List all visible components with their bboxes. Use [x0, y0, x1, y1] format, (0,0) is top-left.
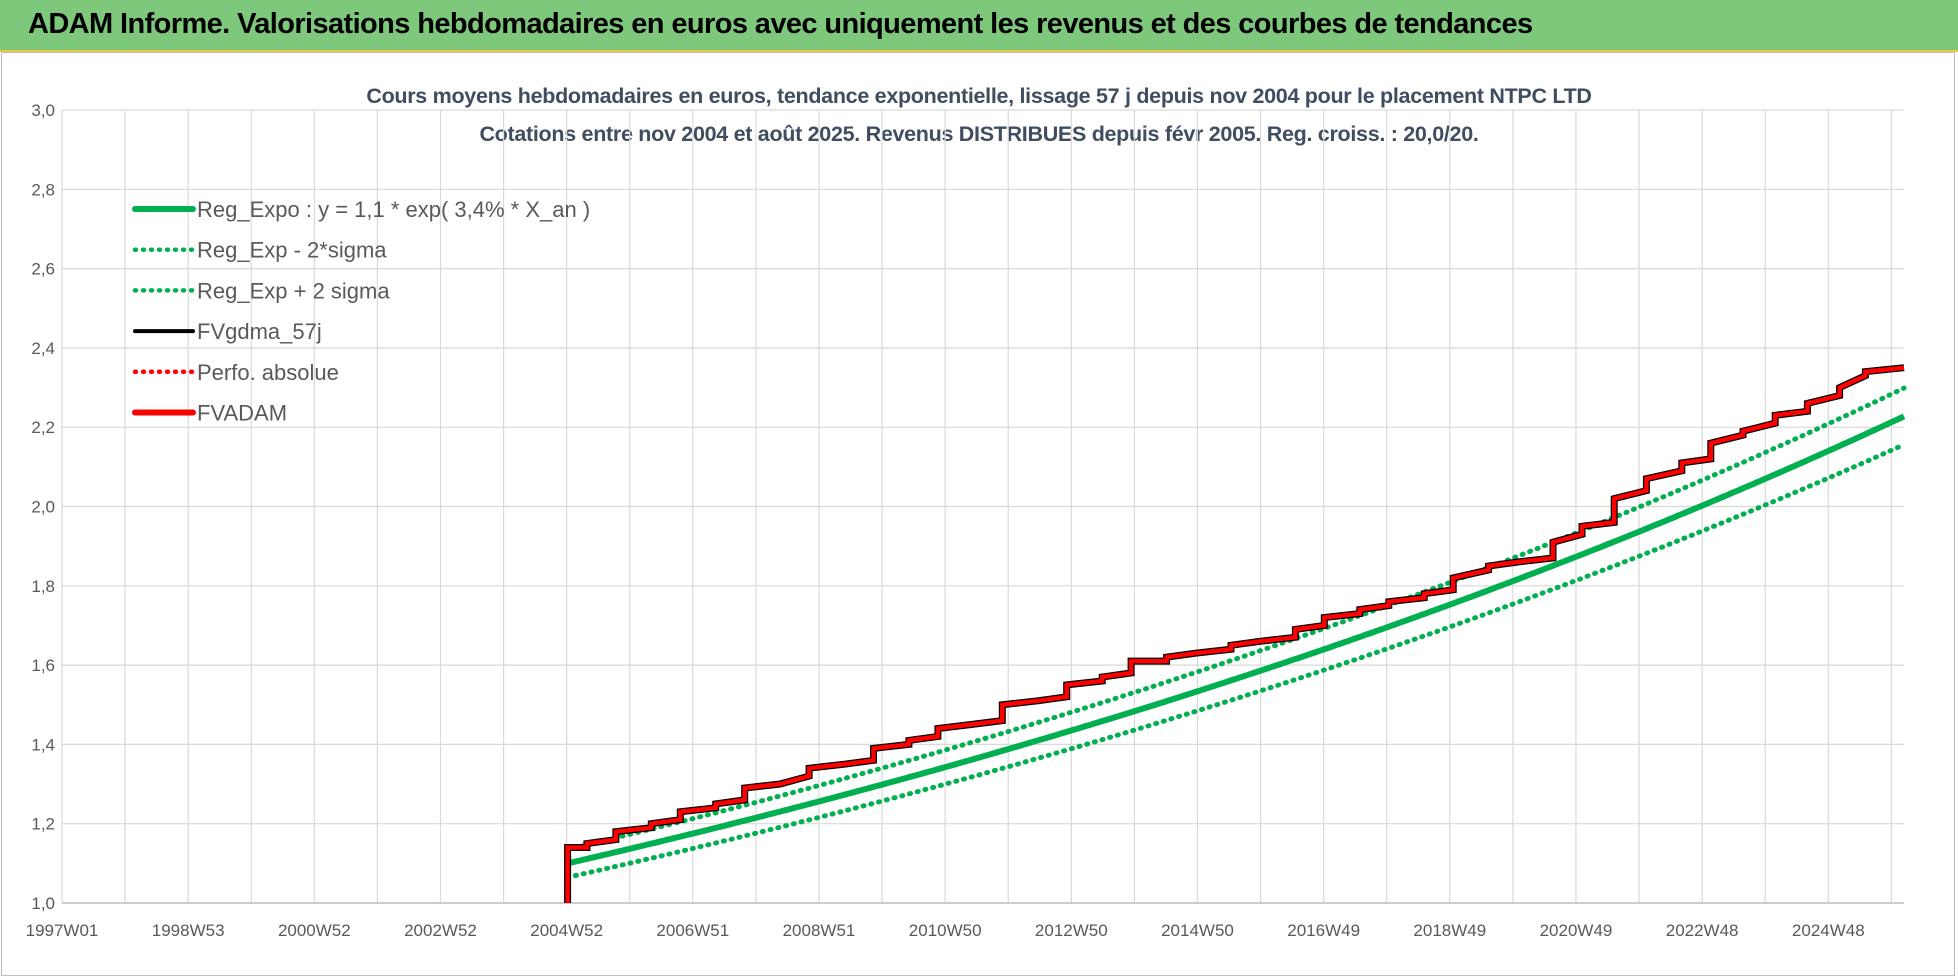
x-tick-label: 2024W48	[1792, 921, 1865, 940]
x-tick-label: 2010W50	[909, 921, 982, 940]
series-reg-exp-plus-2sigma	[565, 385, 1907, 852]
x-tick-label: 2002W52	[404, 921, 477, 940]
x-tick-label: 2014W50	[1161, 921, 1234, 940]
y-tick-label: 2,4	[31, 339, 55, 358]
y-axis: 1,0 1,2 1,4 1,6 1,8 2,0 2,2 2,4 2,6 2,8 3,0	[31, 101, 55, 913]
legend-label: Reg_Expo : y = 1,1 * exp( 3,4% * X_an )	[197, 197, 590, 222]
x-tick-label: 2022W48	[1666, 921, 1739, 940]
y-tick-label: 2,8	[31, 180, 55, 199]
x-tick-label: 2016W49	[1287, 921, 1360, 940]
y-tick-label: 1,4	[31, 735, 55, 754]
y-tick-label: 2,0	[31, 498, 55, 517]
x-tick-label: 1997W01	[26, 921, 99, 940]
chart-legend: Reg_Expo : y = 1,1 * exp( 3,4% * X_an ) R…	[132, 197, 590, 426]
y-tick-label: 2,2	[31, 418, 55, 437]
legend-label: FVgdma_57j	[197, 319, 322, 344]
legend-label: Reg_Exp - 2*sigma	[197, 238, 387, 263]
y-tick-label: 1,6	[31, 656, 55, 675]
header-banner: ADAM Informe. Valorisations hebdomadaire…	[0, 0, 1958, 52]
chart-title-line1: Cours moyens hebdomadaires en euros, ten…	[366, 84, 1591, 108]
legend-label: FVADAM	[197, 401, 287, 426]
x-axis: 1997W01 1998W53 2000W52 2002W52 2004W52 2006W…	[26, 902, 1904, 940]
chart-grid	[61, 109, 1904, 904]
x-tick-label: 1998W53	[152, 921, 225, 940]
x-tick-label: 2000W52	[278, 921, 351, 940]
chart-frame	[1, 52, 1955, 976]
x-tick-label: 2018W49	[1413, 921, 1486, 940]
series-fvgdma-57j	[564, 364, 1905, 903]
chart-series	[564, 364, 1907, 903]
y-tick-label: 1,8	[31, 577, 55, 596]
x-tick-label: 2006W51	[656, 921, 729, 940]
series-fvadam	[565, 365, 1905, 903]
y-tick-label: 3,0	[31, 101, 55, 120]
legend-label: Perfo. absolue	[197, 360, 339, 385]
x-tick-label: 2020W49	[1540, 921, 1613, 940]
x-tick-label: 2008W51	[783, 921, 856, 940]
banner-title: ADAM Informe. Valorisations hebdomadaire…	[28, 8, 1533, 40]
chart-title-line2: Cotations entre nov 2004 et août 2025. R…	[479, 122, 1478, 146]
y-tick-label: 2,6	[31, 260, 55, 279]
series-perfo-absolue	[566, 366, 1905, 903]
y-tick-label: 1,0	[31, 894, 55, 913]
x-tick-label: 2004W52	[530, 921, 603, 940]
legend-label: Reg_Exp + 2 sigma	[197, 278, 390, 303]
y-tick-label: 1,2	[31, 815, 55, 834]
x-tick-label: 2012W50	[1035, 921, 1108, 940]
series-reg-expo	[566, 413, 1906, 867]
